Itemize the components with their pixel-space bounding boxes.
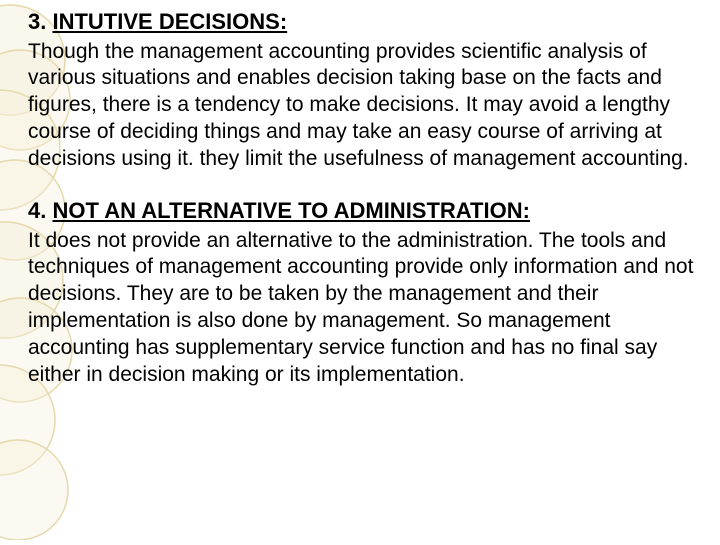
section-heading-2: 4. NOT AN ALTERNATIVE TO ADMINISTRATION: bbox=[28, 197, 700, 226]
section-body-1: Though the management accounting provide… bbox=[28, 39, 700, 173]
section-title-1: INTUTIVE DECISIONS: bbox=[52, 9, 287, 34]
section-heading-1: 3. INTUTIVE DECISIONS: bbox=[28, 8, 700, 37]
section-body-2: It does not provide an alternative to th… bbox=[28, 228, 700, 389]
slide-content: 3. INTUTIVE DECISIONS: Though the manage… bbox=[0, 0, 720, 397]
section-gap bbox=[28, 173, 700, 197]
section-number-2: 4. bbox=[28, 198, 46, 223]
section-title-2: NOT AN ALTERNATIVE TO ADMINISTRATION: bbox=[52, 198, 529, 223]
section-number-1: 3. bbox=[28, 9, 46, 34]
